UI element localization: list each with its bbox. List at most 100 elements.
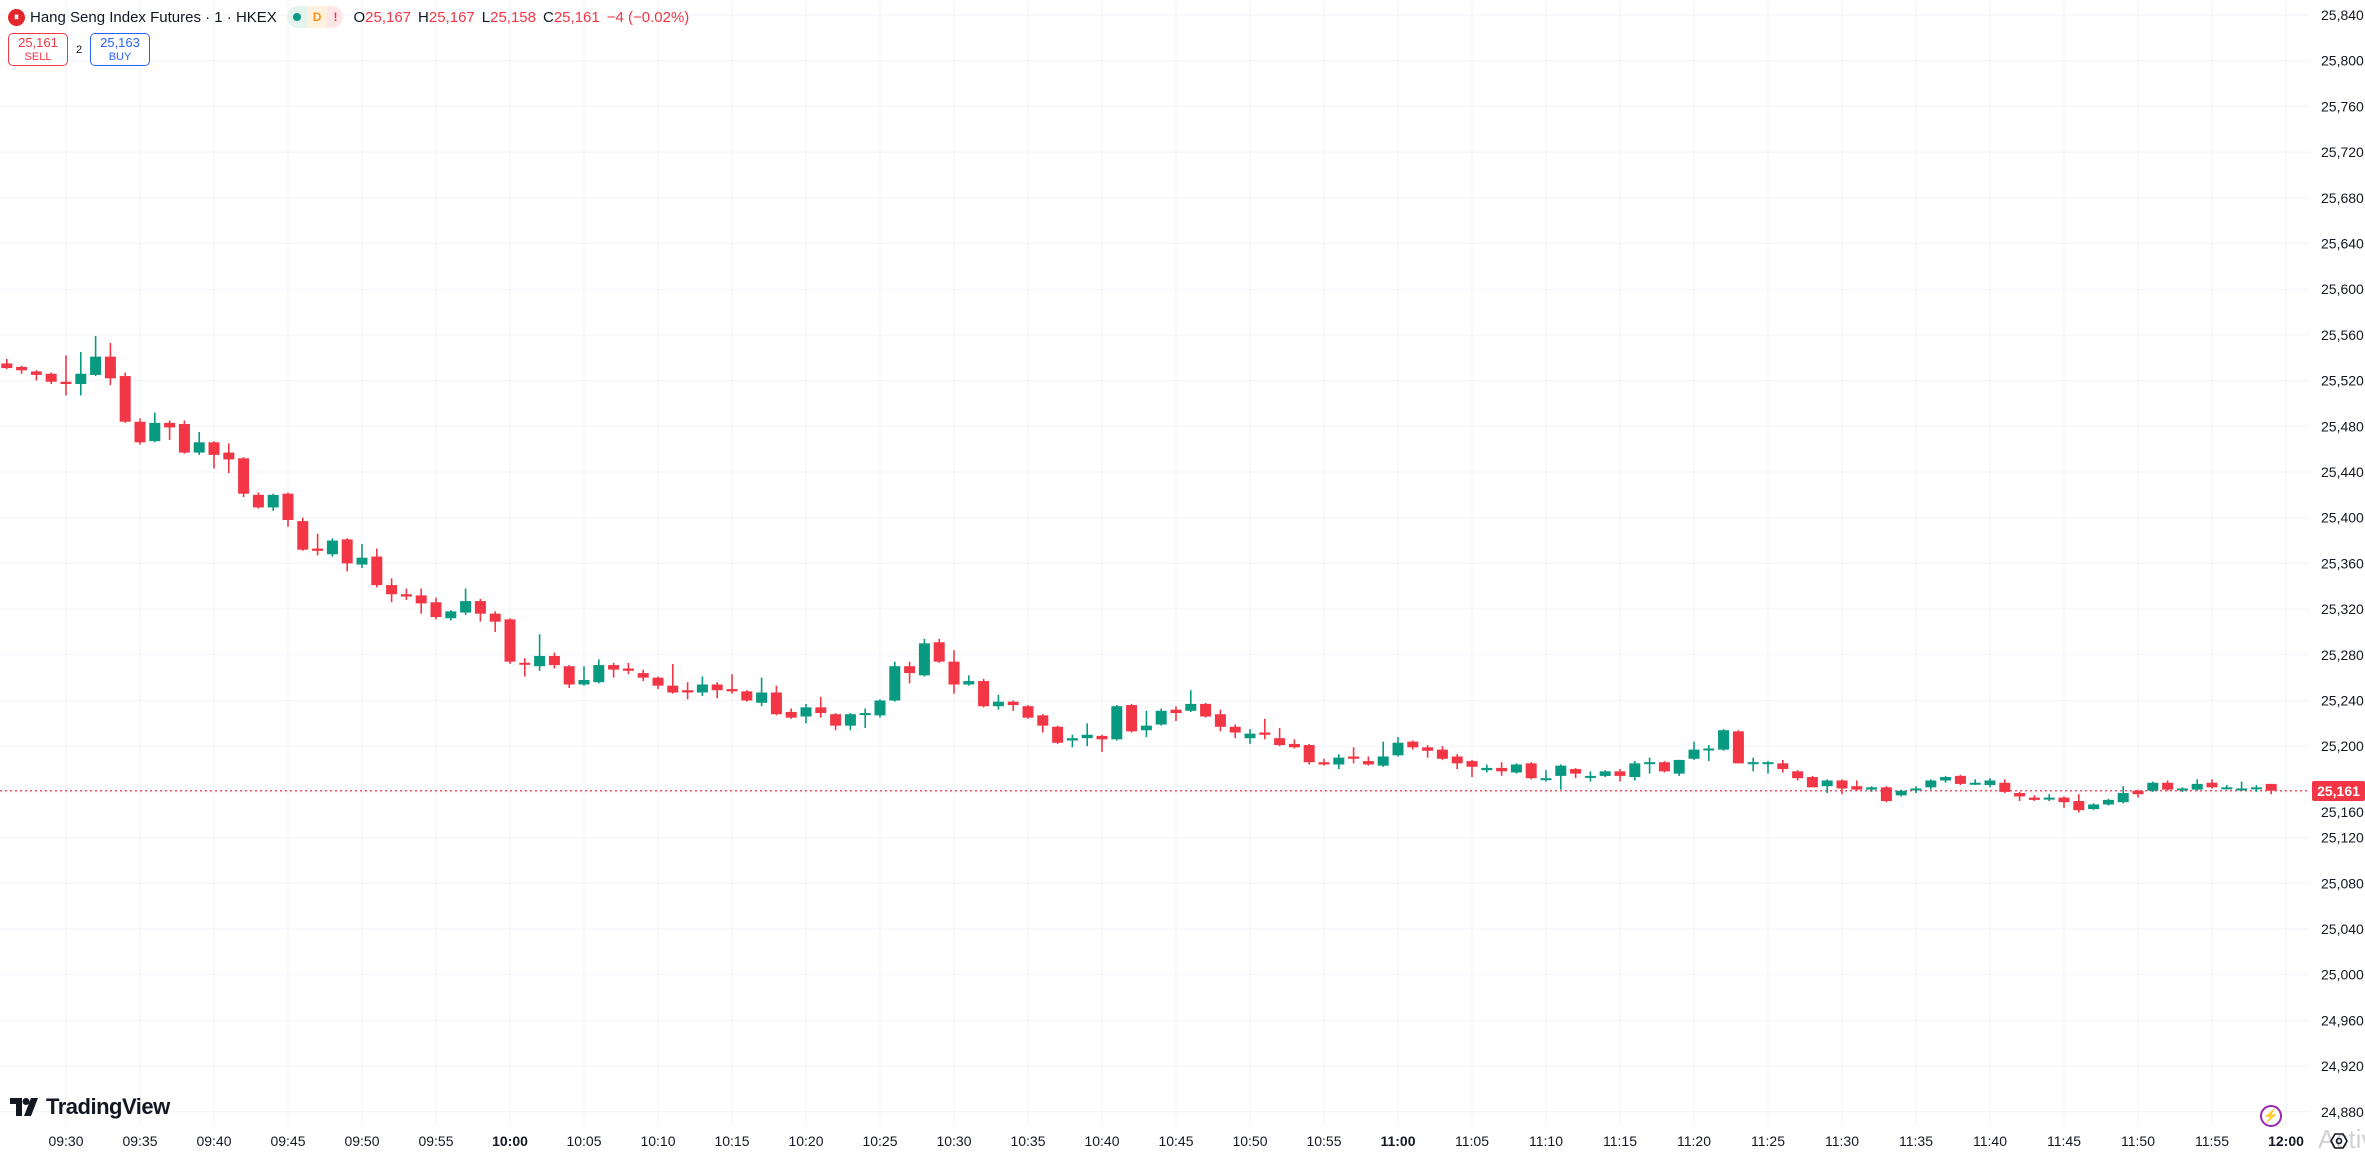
time-tick-label: 10:00 bbox=[492, 1133, 528, 1149]
candle bbox=[1880, 786, 1892, 803]
candle bbox=[400, 588, 412, 600]
candle-body bbox=[2147, 782, 2159, 791]
time-tick-label: 09:35 bbox=[122, 1133, 157, 1149]
tradingview-logo[interactable]: TradingView bbox=[10, 1094, 170, 1120]
candle bbox=[223, 443, 235, 474]
candle bbox=[578, 666, 590, 686]
candle bbox=[1969, 779, 1981, 786]
low-label: L bbox=[481, 8, 491, 26]
candle-body bbox=[652, 677, 664, 686]
price-axis[interactable]: 25,840 25,800 25,760 25,720 25,680 25,640 25,6… bbox=[2321, 7, 2364, 1120]
candle bbox=[889, 661, 901, 702]
close-value: 25,161 bbox=[553, 8, 600, 26]
candle-body bbox=[889, 666, 901, 701]
time-tick-label: 10:05 bbox=[566, 1133, 601, 1149]
candle bbox=[1214, 709, 1226, 732]
candle bbox=[104, 342, 116, 386]
candle bbox=[1407, 740, 1419, 750]
candle bbox=[1703, 745, 1715, 762]
candle bbox=[1732, 730, 1744, 764]
ohlc-values: O25,167 H25,167 L25,158 C25,161 −4 (−0.0… bbox=[353, 9, 689, 26]
candle bbox=[726, 674, 738, 694]
candle bbox=[326, 538, 338, 557]
candle bbox=[1037, 714, 1049, 733]
candle bbox=[2088, 803, 2100, 811]
candle bbox=[830, 713, 842, 731]
candle bbox=[2265, 783, 2277, 795]
time-tick-label: 10:15 bbox=[714, 1133, 749, 1149]
candle bbox=[859, 708, 871, 728]
candle-body bbox=[741, 691, 753, 701]
candle bbox=[1377, 741, 1389, 767]
candle bbox=[815, 697, 827, 718]
candle bbox=[608, 662, 620, 678]
candle-body bbox=[948, 661, 960, 685]
symbol-title[interactable]: Hang Seng Index Futures · 1 · HKEX bbox=[30, 8, 277, 26]
candle bbox=[1584, 771, 1596, 782]
candle bbox=[1895, 789, 1907, 797]
candle-body bbox=[208, 442, 220, 455]
candle-body bbox=[1288, 743, 1300, 748]
time-tick-label: 11:10 bbox=[1529, 1133, 1563, 1149]
candle-body bbox=[1333, 757, 1345, 765]
settings-gear-icon[interactable] bbox=[2330, 1132, 2348, 1150]
candles bbox=[1, 336, 2277, 813]
candle bbox=[75, 352, 87, 396]
candle-body bbox=[830, 714, 842, 726]
candle-body bbox=[711, 684, 723, 691]
market-open-dot-icon[interactable] bbox=[286, 6, 307, 28]
low-value: 25,158 bbox=[490, 8, 536, 26]
candle bbox=[800, 703, 812, 724]
candle-body bbox=[1688, 749, 1700, 759]
delayed-data-badge[interactable]: D bbox=[306, 6, 328, 28]
price-tick-label: 24,920 bbox=[2321, 1058, 2364, 1074]
candle bbox=[297, 517, 309, 551]
status-pills[interactable]: D ! bbox=[286, 6, 344, 28]
candle-body bbox=[815, 707, 827, 714]
candle bbox=[1022, 705, 1034, 719]
candle bbox=[134, 418, 146, 445]
candle bbox=[2250, 785, 2262, 792]
candle-body bbox=[2073, 801, 2085, 811]
candle bbox=[371, 548, 383, 588]
candle-body bbox=[1792, 771, 1804, 779]
candle-body bbox=[1007, 701, 1019, 706]
candle bbox=[164, 420, 176, 441]
candle bbox=[415, 588, 427, 614]
candle-body bbox=[1866, 787, 1878, 790]
candle bbox=[1392, 737, 1404, 757]
candle bbox=[1096, 734, 1108, 752]
candle-body bbox=[2191, 783, 2203, 790]
candle bbox=[1348, 747, 1360, 764]
candle bbox=[1999, 779, 2011, 794]
warning-badge[interactable]: ! bbox=[327, 6, 344, 28]
candle bbox=[1066, 734, 1078, 748]
candle-body bbox=[238, 458, 250, 494]
spread-value: 2 bbox=[75, 43, 83, 56]
candle-body bbox=[1703, 748, 1715, 751]
buy-button[interactable]: 25,163 BUY bbox=[90, 33, 150, 66]
candle bbox=[208, 441, 220, 469]
time-axis[interactable]: 09:30 09:35 09:40 09:45 09:50 09:55 10:00 10:05… bbox=[48, 1133, 2304, 1149]
candle-body bbox=[178, 424, 190, 453]
candle-body bbox=[519, 662, 531, 665]
candle-body bbox=[193, 442, 205, 453]
price-tick-label: 25,600 bbox=[2321, 281, 2364, 297]
time-tick-label: 09:50 bbox=[344, 1133, 379, 1149]
lightning-icon[interactable]: ⚡ bbox=[2260, 1105, 2282, 1127]
time-tick-label: 11:20 bbox=[1677, 1133, 1711, 1149]
candle bbox=[193, 432, 205, 455]
candle bbox=[1422, 745, 1434, 758]
time-tick-label: 11:40 bbox=[1973, 1133, 2007, 1149]
candle-body bbox=[2236, 788, 2248, 791]
candle bbox=[1629, 761, 1641, 781]
candle bbox=[667, 663, 679, 694]
time-tick-label: 11:25 bbox=[1751, 1133, 1785, 1149]
candle-body bbox=[1377, 756, 1389, 766]
candle bbox=[2132, 789, 2144, 798]
sell-button[interactable]: 25,161 SELL bbox=[8, 33, 68, 66]
price-tick-label: 25,200 bbox=[2321, 738, 2364, 754]
candle bbox=[1570, 767, 1582, 779]
candle-body bbox=[1185, 703, 1197, 711]
